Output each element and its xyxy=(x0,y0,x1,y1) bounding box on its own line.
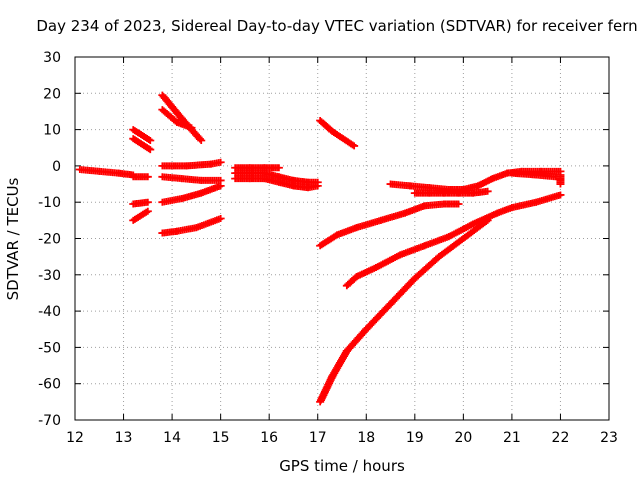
data-track-7 xyxy=(158,91,206,144)
y-tick-label: -70 xyxy=(38,413,61,429)
data-point xyxy=(142,208,151,216)
y-tick-label: 0 xyxy=(52,159,61,175)
y-tick-label: -40 xyxy=(38,304,61,320)
y-ticks: 30 20 10 0 -10 -20 -30 -40 -50 -60 -70 xyxy=(38,50,609,429)
data-track-23 xyxy=(556,171,565,188)
data-track-11 xyxy=(158,182,225,206)
data-point xyxy=(313,182,322,190)
y-tick-label: 20 xyxy=(43,86,61,102)
y-tick-label: 30 xyxy=(43,50,61,66)
data-point xyxy=(216,182,225,190)
x-axis-label: GPS time / hours xyxy=(279,457,405,475)
data-track-17 xyxy=(316,200,463,250)
data-point xyxy=(350,142,359,150)
x-tick-label: 20 xyxy=(454,430,472,446)
chart-title: Day 234 of 2023, Sidereal Day-to-day VTE… xyxy=(36,17,637,35)
y-tick-label: -50 xyxy=(38,340,61,356)
data-point xyxy=(197,136,206,144)
x-tick-label: 17 xyxy=(309,430,327,446)
x-ticks: 12 13 14 15 16 17 18 19 20 21 22 23 xyxy=(66,57,618,446)
data-track-9 xyxy=(158,158,225,170)
data-point xyxy=(348,141,357,149)
data-point xyxy=(146,146,155,154)
data-track-5 xyxy=(129,198,152,208)
plot-frame xyxy=(74,56,610,421)
data-track-21 xyxy=(410,187,492,197)
data-track-18 xyxy=(316,216,492,406)
data-track-19 xyxy=(342,191,565,290)
data-point xyxy=(216,158,225,166)
data-track-3 xyxy=(129,126,155,144)
x-tick-label: 21 xyxy=(503,430,521,446)
data-point xyxy=(187,124,196,132)
data-point xyxy=(143,207,152,215)
data-point xyxy=(556,180,565,188)
data-point xyxy=(454,200,463,208)
y-axis-label: SDTVAR / TECUs xyxy=(4,177,22,300)
y-tick-label: -60 xyxy=(38,377,61,393)
data-point xyxy=(144,145,153,153)
data-point xyxy=(216,215,225,223)
data-point xyxy=(143,173,152,181)
data-track-8 xyxy=(158,106,196,132)
data-point xyxy=(144,136,153,143)
data-track-4 xyxy=(129,135,155,154)
y-tick-label: -10 xyxy=(38,195,61,211)
data-track-2 xyxy=(129,173,152,181)
y-tick-label: -30 xyxy=(38,268,61,284)
data-points xyxy=(75,91,565,406)
data-track-22 xyxy=(507,169,560,181)
data-track-6 xyxy=(129,207,152,224)
data-track-16 xyxy=(316,117,359,150)
data-point xyxy=(146,136,155,144)
y-tick-label: 10 xyxy=(43,123,61,139)
data-track-1 xyxy=(75,166,138,179)
data-point xyxy=(556,191,565,199)
data-point xyxy=(143,198,152,206)
x-tick-label: 19 xyxy=(406,430,424,446)
x-tick-label: 18 xyxy=(357,430,375,446)
y-tick-label: -20 xyxy=(38,232,61,248)
data-track-13 xyxy=(231,164,283,172)
x-tick-label: 15 xyxy=(212,430,230,446)
x-tick-label: 23 xyxy=(600,430,618,446)
x-tick-label: 16 xyxy=(260,430,278,446)
x-tick-label: 13 xyxy=(115,430,133,446)
data-track-20 xyxy=(386,167,565,193)
data-point xyxy=(274,164,283,172)
data-point xyxy=(483,187,492,195)
x-tick-label: 22 xyxy=(552,430,570,446)
x-tick-label: 12 xyxy=(66,430,84,446)
data-track-10 xyxy=(158,173,225,184)
x-tick-label: 14 xyxy=(163,430,181,446)
data-track-12 xyxy=(158,215,225,237)
data-track-15 xyxy=(231,175,322,192)
